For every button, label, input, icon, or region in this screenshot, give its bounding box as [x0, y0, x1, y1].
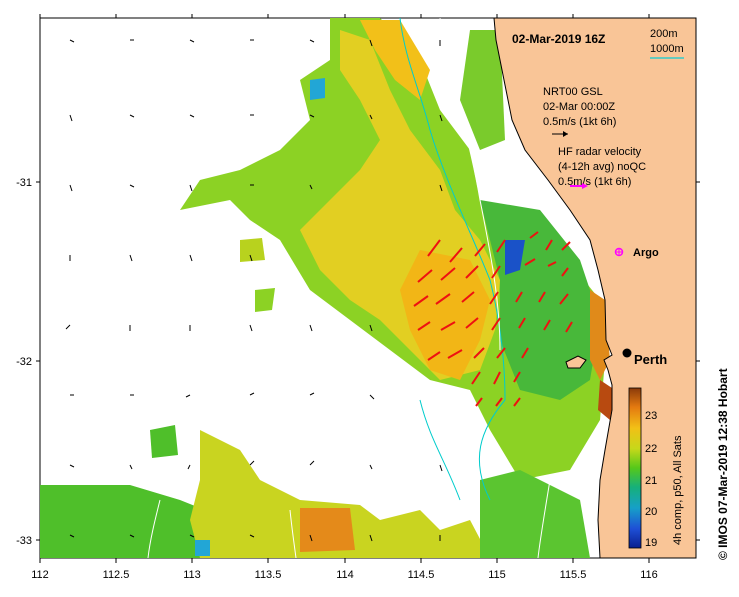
model-vectors [65, 39, 443, 542]
colorbar-ticks: 23 22 21 20 19 [645, 410, 657, 549]
island [565, 355, 587, 369]
depth-legend-200m: 200m [650, 28, 678, 40]
axis-ticks [36, 14, 700, 563]
x-tick-label: 112 [31, 569, 49, 581]
credit-text: © IMOS 07-Mar-2019 12:38 Hobart [716, 368, 730, 560]
depth-legend-1000m: 1000m [650, 43, 684, 55]
isobath-lines [147, 18, 551, 558]
vector-legend-1-line3: 0.5m/s (1kt 6h) [543, 116, 616, 128]
vector-legend-2-line3: 0.5m/s (1kt 6h) [558, 176, 631, 188]
colorbar-tick: 19 [645, 537, 657, 549]
x-tick-label: 116 [640, 569, 658, 581]
vector-legend-1-line2: 02-Mar 00:00Z [543, 101, 615, 113]
colorbar-label: 4h comp, p50, All Sats [672, 435, 684, 545]
colorbar-tick: 22 [645, 443, 657, 455]
perth-label: Perth [634, 352, 667, 367]
x-tick-label: 115.5 [560, 569, 587, 581]
y-tick-label: -31 [16, 177, 32, 189]
vector-legend-1-arrow [552, 131, 568, 137]
colorbar [628, 387, 642, 549]
y-axis-labels: -31 -32 -33 [16, 177, 32, 547]
colorbar-tick: 21 [645, 475, 657, 487]
colorbar-tick: 20 [645, 506, 657, 518]
x-tick-label: 114 [336, 569, 354, 581]
colorbar-tick: 23 [645, 410, 657, 422]
argo-marker-icon [614, 247, 624, 257]
x-tick-label: 113 [183, 569, 201, 581]
vector-legend-1-line1: NRT00 GSL [543, 86, 603, 98]
vector-legend-2-line2: (4-12h avg) noQC [558, 161, 646, 173]
perth-marker-icon [622, 348, 632, 358]
y-tick-label: -33 [16, 535, 32, 547]
x-axis-labels: 112 112.5 113 113.5 114 114.5 115 115.5 … [31, 569, 658, 581]
sst-layer [40, 18, 615, 558]
vector-legend-2-line1: HF radar velocity [558, 146, 642, 158]
x-tick-label: 114.5 [408, 569, 435, 581]
y-tick-label: -32 [16, 356, 32, 368]
vector-legend-2-arrow [570, 183, 588, 189]
map-title: 02-Mar-2019 16Z [512, 32, 605, 46]
x-tick-label: 113.5 [255, 569, 282, 581]
argo-label: Argo [633, 247, 659, 259]
x-tick-label: 115 [488, 569, 506, 581]
x-tick-label: 112.5 [103, 569, 130, 581]
land-mass [493, 18, 696, 558]
hf-radar-arrows [413, 231, 573, 407]
